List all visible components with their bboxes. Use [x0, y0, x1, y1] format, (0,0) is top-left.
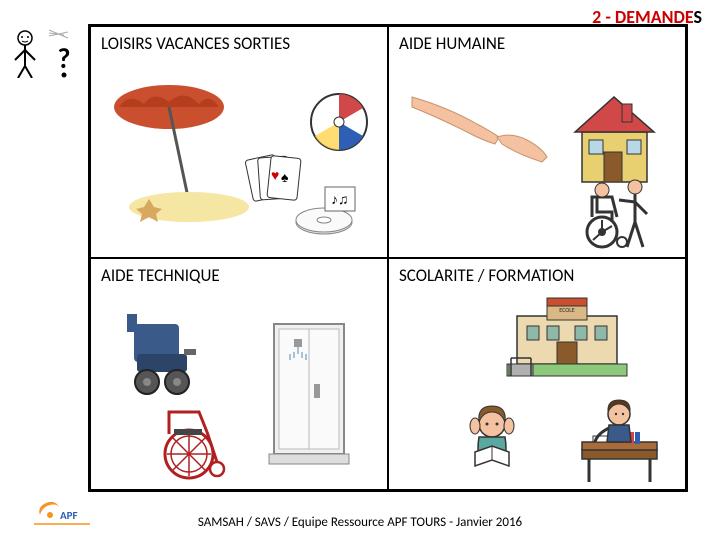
- question-icon: ?: [46, 28, 82, 78]
- side-icons: ?: [10, 28, 82, 78]
- header-suffix: S: [693, 6, 702, 28]
- page-header: 2 - DEMANDES: [592, 6, 702, 28]
- cell-title: LOISIRS VACANCES SORTIES: [101, 33, 377, 54]
- cell-aide-technique: AIDE TECHNIQUE: [90, 258, 388, 490]
- cell-title: AIDE HUMAINE: [399, 33, 675, 54]
- header-prefix: 2 - DEMANDE: [592, 6, 693, 28]
- loisirs-illustration: ♥ ♠ ♪♫: [91, 57, 387, 257]
- category-grid: LOISIRS VACANCES SORTIES ♥ ♠: [88, 24, 688, 492]
- svg-text:ECOLE: ECOLE: [559, 306, 575, 314]
- aide-technique-illustration: [91, 289, 387, 489]
- cell-title: SCOLARITE / FORMATION: [399, 265, 675, 286]
- cell-title: AIDE TECHNIQUE: [101, 265, 377, 286]
- cell-scolarite: SCOLARITE / FORMATION ECOLE: [388, 258, 686, 490]
- svg-text:♪♫: ♪♫: [331, 191, 349, 208]
- cell-aide-humaine: AIDE HUMAINE: [388, 26, 686, 258]
- cell-loisirs: LOISIRS VACANCES SORTIES ♥ ♠: [90, 26, 388, 258]
- scolarite-illustration: ECOLE: [389, 289, 685, 489]
- svg-text:♠: ♠: [281, 169, 289, 186]
- footer-text: SAMSAH / SAVS / Equipe Ressource APF TOU…: [0, 515, 720, 530]
- svg-text:?: ?: [58, 41, 71, 76]
- svg-text:♥: ♥: [271, 167, 279, 184]
- person-icon: [10, 28, 40, 78]
- aide-humaine-illustration: [389, 57, 685, 257]
